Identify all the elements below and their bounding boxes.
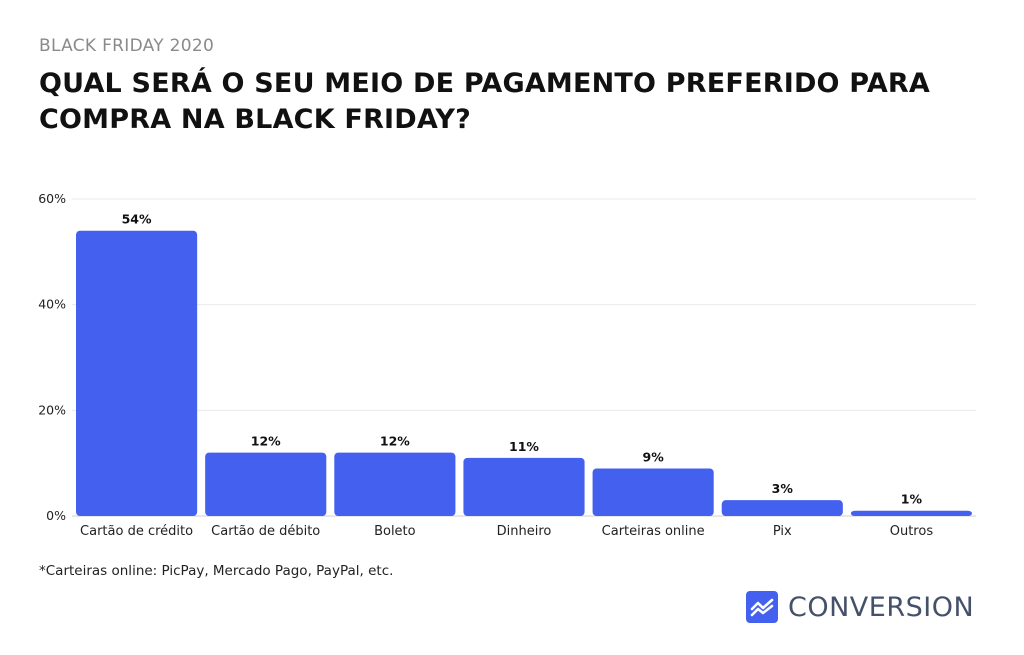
x-tick-label: Pix [773,524,792,539]
x-axis: Cartão de crédito Cartão de débito Boleto D… [80,524,933,539]
y-tick-label: 60% [38,191,66,206]
x-tick-label: Boleto [374,524,416,539]
bar-chart: 0% 20% 40% 60% 54% 12% 12% 11% 9% 3% 1% Cartão de… [38,191,976,539]
data-label: 12% [251,434,281,449]
bar [205,452,327,516]
bars [76,230,972,516]
footnote: *Carteiras online: PicPay, Mercado Pago,… [39,563,394,579]
data-label: 11% [509,439,539,454]
data-label: 12% [380,434,410,449]
data-label: 9% [643,449,665,464]
data-label: 1% [901,492,923,507]
bar [850,510,972,516]
x-tick-label: Outros [890,524,934,539]
y-tick-label: 20% [38,402,66,417]
y-tick-label: 0% [46,508,66,523]
bar [76,230,198,516]
bar [334,452,456,516]
brand-logo: CONVERSION [746,591,974,623]
bar [721,500,843,516]
chart-title: QUAL SERÁ O SEU MEIO DE PAGAMENTO PREFER… [39,68,931,135]
x-tick-label: Cartão de débito [211,524,320,539]
x-tick-label: Dinheiro [497,524,552,539]
chart-kicker: BLACK FRIDAY 2020 [39,36,215,56]
y-tick-label: 40% [38,297,66,312]
data-label: 3% [772,481,794,496]
trend-chart-icon [746,591,778,623]
data-label: 54% [122,212,152,227]
x-tick-label: Carteiras online [602,524,705,539]
x-tick-label: Cartão de crédito [80,524,193,539]
bar [592,468,714,516]
value-labels: 54% 12% 12% 11% 9% 3% 1% [122,212,923,507]
y-axis: 0% 20% 40% 60% [38,191,66,523]
brand-name: CONVERSION [788,591,975,623]
bar [463,457,585,516]
